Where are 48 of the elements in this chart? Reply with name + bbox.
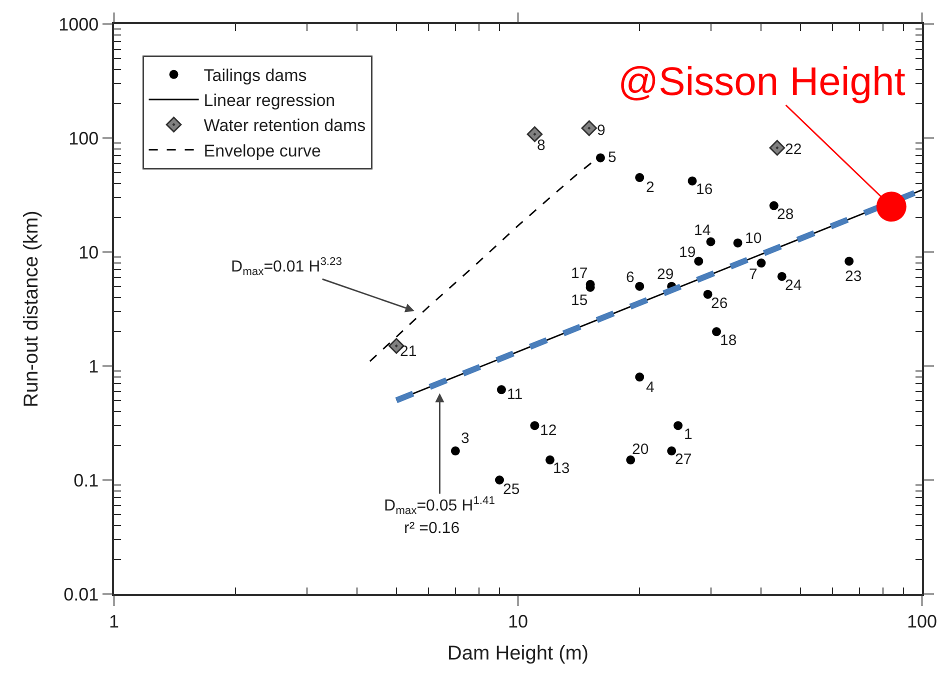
annotation: 29 bbox=[657, 266, 674, 283]
annotation: r² =0.16 bbox=[404, 520, 460, 537]
annotation: 25 bbox=[503, 481, 520, 498]
legend-label: Linear regression bbox=[204, 91, 336, 110]
annotation: 19 bbox=[679, 244, 696, 261]
annotation: @Sisson Height bbox=[618, 60, 906, 104]
annotation: 22 bbox=[785, 141, 802, 158]
annotation: 8 bbox=[537, 137, 546, 154]
y-tick-label: 10 bbox=[78, 242, 99, 262]
y-tick-label: 0.01 bbox=[64, 584, 99, 604]
x-tick-label: 1 bbox=[108, 611, 120, 632]
annotation: 12 bbox=[540, 422, 557, 439]
annotation: 5 bbox=[608, 149, 616, 166]
y-tick-label: 100 bbox=[68, 128, 99, 148]
annotation: 17 bbox=[571, 265, 588, 282]
x-tick-label: 100 bbox=[906, 611, 938, 632]
annotation: 23 bbox=[845, 268, 862, 285]
annotation: 24 bbox=[785, 277, 802, 294]
annotation: 15 bbox=[571, 292, 588, 309]
y-tick-label: 1 bbox=[88, 356, 99, 376]
annotation: 6 bbox=[626, 269, 634, 286]
legend-label: Tailings dams bbox=[204, 66, 307, 86]
annotation: 10 bbox=[745, 230, 762, 247]
annotation: 3 bbox=[461, 430, 470, 447]
annotation: 27 bbox=[675, 451, 692, 468]
y-tick-label: 1000 bbox=[58, 14, 99, 34]
y-axis-title: Run-out distance (km) bbox=[20, 210, 43, 408]
legend-label: Water retention dams bbox=[204, 116, 366, 136]
annotation: D$_{max}$=0.01 H$^{3.23}$ bbox=[231, 256, 342, 278]
annotation: 4 bbox=[646, 379, 654, 396]
legend-label: Envelope curve bbox=[204, 141, 321, 160]
annotation: 20 bbox=[632, 441, 649, 458]
annotation: 11 bbox=[507, 386, 523, 403]
y-tick-label: 0.1 bbox=[74, 470, 99, 490]
annotation: 28 bbox=[777, 206, 794, 223]
annotation: 26 bbox=[711, 295, 728, 312]
x-axis-title: Dam Height (m) bbox=[447, 642, 589, 664]
annotation: 21 bbox=[400, 343, 417, 360]
annotation: 14 bbox=[694, 222, 711, 239]
annotation: 18 bbox=[720, 332, 737, 349]
annotation: 2 bbox=[646, 179, 654, 196]
annotation: 13 bbox=[553, 460, 570, 477]
annotation: D$_{max}$=0.05 H$^{1.41}$ bbox=[384, 495, 495, 518]
annotation: 16 bbox=[696, 181, 713, 198]
x-tick-label: 10 bbox=[508, 611, 528, 632]
annotation: 7 bbox=[749, 266, 758, 283]
annotation: 1 bbox=[684, 426, 692, 443]
annotation: 9 bbox=[597, 122, 606, 139]
